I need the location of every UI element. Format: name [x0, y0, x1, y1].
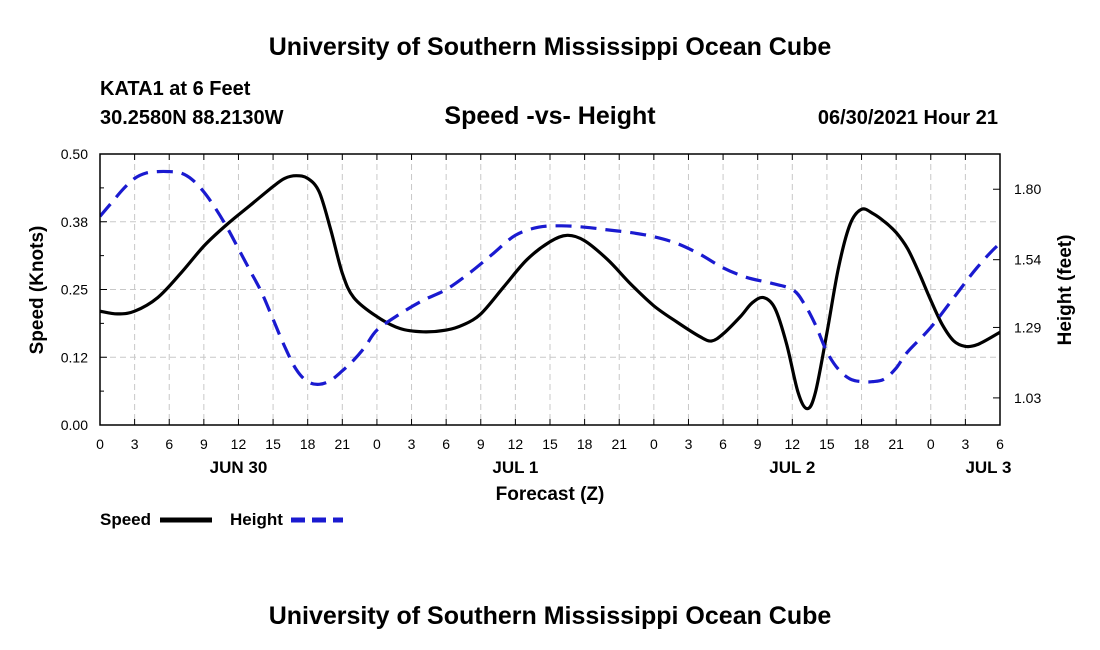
- x-tick-label: 12: [231, 436, 247, 452]
- x-tick-label: 3: [408, 436, 416, 452]
- x-tick-label: 18: [577, 436, 593, 452]
- plot-title: Speed -vs- Height: [444, 102, 656, 130]
- day-label: JUL 3: [965, 458, 1011, 477]
- x-tick-label: 3: [685, 436, 693, 452]
- x-tick-label: 15: [265, 436, 281, 452]
- x-tick-label: 6: [719, 436, 727, 452]
- legend-speed-label: Speed: [100, 510, 151, 529]
- x-tick-label: 18: [854, 436, 870, 452]
- axis-ticks: [99, 153, 1001, 426]
- y-right-tick-label: 1.29: [1014, 319, 1041, 335]
- x-tick-label: 6: [165, 436, 173, 452]
- x-tick-label: 9: [754, 436, 762, 452]
- x-tick-label: 0: [373, 436, 381, 452]
- y-left-axis-title: Speed (Knots): [27, 226, 48, 355]
- station-coords: 30.2580N 88.2130W: [100, 107, 284, 129]
- x-tick-label: 21: [888, 436, 904, 452]
- y-left-tick-label: 0.38: [61, 214, 88, 230]
- series-line-height: [100, 169, 1000, 386]
- footer-title: University of Southern Mississippi Ocean…: [269, 602, 832, 630]
- station-label: KATA1 at 6 Feet: [100, 78, 251, 100]
- x-tick-label: 12: [508, 436, 524, 452]
- x-tick-label: 0: [927, 436, 935, 452]
- y-left-tick-label: 0.50: [61, 146, 88, 162]
- series-lines: [100, 169, 1000, 411]
- x-tick-label: 6: [442, 436, 450, 452]
- x-axis-title: Forecast (Z): [496, 484, 605, 505]
- x-tick-label: 18: [300, 436, 316, 452]
- x-tick-label: 6: [996, 436, 1004, 452]
- x-tick-label: 21: [335, 436, 351, 452]
- day-label: JUL 1: [492, 458, 538, 477]
- x-tick-label: 0: [650, 436, 658, 452]
- legend-height-label: Height: [230, 510, 283, 529]
- x-tick-label: 9: [477, 436, 485, 452]
- forecast-datetime: 06/30/2021 Hour 21: [818, 107, 998, 129]
- x-tick-label: 21: [611, 436, 627, 452]
- x-tick-label: 15: [542, 436, 558, 452]
- x-tick-label: 3: [131, 436, 139, 452]
- x-tick-label: 15: [819, 436, 835, 452]
- grid-lines: [100, 154, 1000, 425]
- series-line-speed: [100, 174, 1000, 411]
- y-right-axis-title: Height (feet): [1055, 235, 1076, 346]
- x-tick-label: 0: [96, 436, 104, 452]
- y-left-tick-label: 0.25: [61, 282, 88, 298]
- axis-tick-labels: 0 3 6 9 12 15 18 21 0 3 6 9 12 15 18 21 0 3 6 9 12 15 18 21 0 3 6 0…: [61, 146, 1042, 477]
- day-label: JUN 30: [210, 458, 268, 477]
- day-label: JUL 2: [769, 458, 815, 477]
- x-tick-label: 3: [961, 436, 969, 452]
- y-right-tick-label: 1.54: [1014, 252, 1041, 268]
- y-right-tick-label: 1.03: [1014, 390, 1041, 406]
- y-left-tick-label: 0.12: [61, 349, 88, 365]
- legend: Speed Height: [100, 510, 343, 529]
- x-tick-label: 9: [200, 436, 208, 452]
- page-title: University of Southern Mississippi Ocean…: [269, 33, 832, 61]
- y-right-tick-label: 1.80: [1014, 181, 1041, 197]
- y-left-tick-label: 0.00: [61, 417, 88, 433]
- x-tick-label: 12: [785, 436, 801, 452]
